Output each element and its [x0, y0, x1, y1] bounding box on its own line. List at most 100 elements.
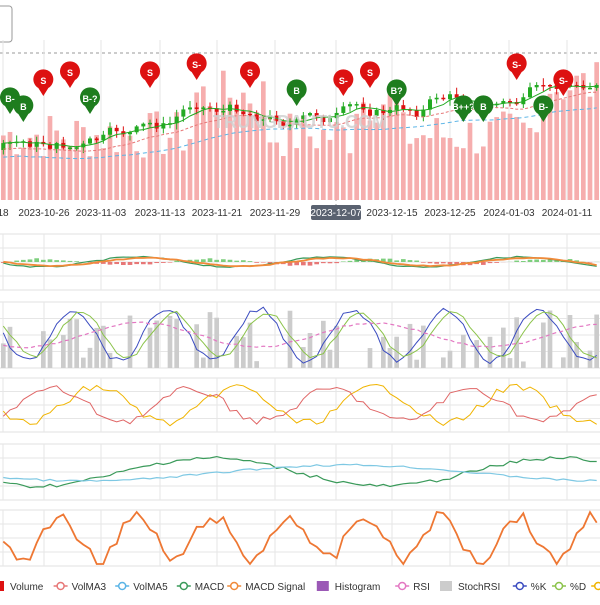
volume-bar [521, 123, 526, 200]
signal-label: S- [192, 60, 201, 70]
oscillator-panel [0, 510, 600, 566]
candle-body [195, 107, 199, 109]
volume-bar [514, 117, 519, 200]
candle-body [95, 138, 99, 140]
volume-bar [368, 120, 373, 200]
volume-bar [528, 128, 533, 200]
volume-bar [181, 151, 186, 200]
candle-body [401, 105, 405, 109]
candle-body [88, 138, 92, 143]
macd-histogram-bar [254, 262, 259, 263]
legend-swatch [440, 581, 452, 591]
macd-histogram-bar [528, 260, 533, 262]
macd-histogram-bar [21, 260, 26, 262]
x-tick-label: 2023-11-21 [192, 208, 243, 219]
stochrsi-bar [441, 357, 446, 368]
candle-body [108, 128, 112, 135]
volume-bar [441, 137, 446, 200]
stochrsi-bar [501, 328, 506, 368]
volume-bar [274, 142, 279, 200]
stochrsi-bar [328, 350, 333, 368]
x-tick-label: 2023-11-03 [76, 208, 127, 219]
volume-bar [594, 62, 599, 200]
macd-histogram-bar [348, 261, 353, 262]
macd-histogram-bar [234, 261, 239, 262]
volume-bar [481, 146, 486, 200]
candle-body [441, 98, 445, 100]
volume-bar [41, 156, 46, 200]
volume-bar [314, 148, 319, 200]
highlighted-tick-label: 2023-12-07 [310, 208, 362, 219]
signal-label: S [147, 68, 153, 78]
volume-bar [454, 147, 459, 200]
volume-bar [128, 136, 133, 200]
candle-body [201, 107, 205, 109]
legend-label: %K [531, 582, 547, 593]
candle-body [541, 85, 545, 87]
x-tick-label: 2024-01-11 [542, 208, 593, 219]
stochrsi-bar [248, 323, 253, 368]
legend-swatch-circle [231, 583, 238, 590]
candle-body [435, 98, 439, 100]
x-tick-label: 2023-10-26 [18, 208, 70, 219]
stochrsi-bar [214, 318, 219, 368]
candle-body [361, 104, 365, 109]
macd-histogram-bar [448, 262, 453, 264]
candle-body [535, 85, 539, 87]
macd-histogram-bar [481, 262, 486, 265]
macd-histogram-bar [388, 259, 393, 262]
candle-body [55, 143, 59, 149]
signal-label: B [20, 102, 27, 112]
macd-histogram-bar [414, 261, 419, 262]
x-tick-label: 2023-12-15 [366, 208, 418, 219]
macd-histogram-bar [434, 262, 439, 264]
volume-bar [321, 130, 326, 200]
candle-body [348, 104, 352, 106]
macd-histogram-bar [41, 260, 46, 262]
candle-body [68, 148, 72, 150]
signal-label: S [40, 76, 46, 86]
stochrsi-bar [241, 337, 246, 368]
macd-histogram-bar [541, 260, 546, 262]
volume-bar [434, 118, 439, 200]
macd-histogram-bar [128, 262, 133, 265]
macd-histogram-bar [161, 262, 166, 263]
signal-label: B-? [83, 94, 98, 104]
x-tick-label: 2023-11-29 [250, 208, 301, 219]
legend-label: Volume [10, 582, 44, 593]
macd-histogram-bar [68, 261, 73, 262]
volume-bar [588, 97, 593, 200]
volume-bar [501, 112, 506, 200]
macd-histogram-bar [341, 261, 346, 262]
stochrsi-bar [334, 326, 339, 368]
stochrsi-bar [461, 335, 466, 368]
macd-histogram-bar [61, 260, 66, 262]
volume-bar [134, 151, 139, 200]
stochrsi-bar [408, 324, 413, 368]
volume-bar [494, 117, 499, 200]
candle-body [588, 88, 592, 90]
stochrsi-bar [254, 361, 259, 368]
volume-bar [428, 138, 433, 200]
volume-bar [208, 106, 213, 200]
macd-histogram-bar [301, 262, 306, 265]
volume-bar [74, 121, 79, 200]
macd-histogram-bar [488, 262, 493, 263]
volume-bar [488, 122, 493, 200]
signal-label: S [367, 68, 373, 78]
volume-bar [81, 127, 86, 200]
volume-bar [461, 148, 466, 200]
macd-histogram-bar [154, 262, 159, 263]
legend-label: VolMA5 [133, 582, 168, 593]
macd-histogram-bar [114, 262, 119, 264]
stochrsi-bar [1, 343, 6, 368]
macd-histogram-bar [54, 260, 59, 262]
legend-label: %D [570, 582, 586, 593]
volume-bar [448, 138, 453, 200]
volume-bar [268, 142, 273, 200]
legend-swatch-circle [516, 583, 523, 590]
volume-bar [101, 148, 106, 200]
stochrsi-bar [174, 319, 179, 368]
macd-histogram-bar [588, 262, 593, 263]
